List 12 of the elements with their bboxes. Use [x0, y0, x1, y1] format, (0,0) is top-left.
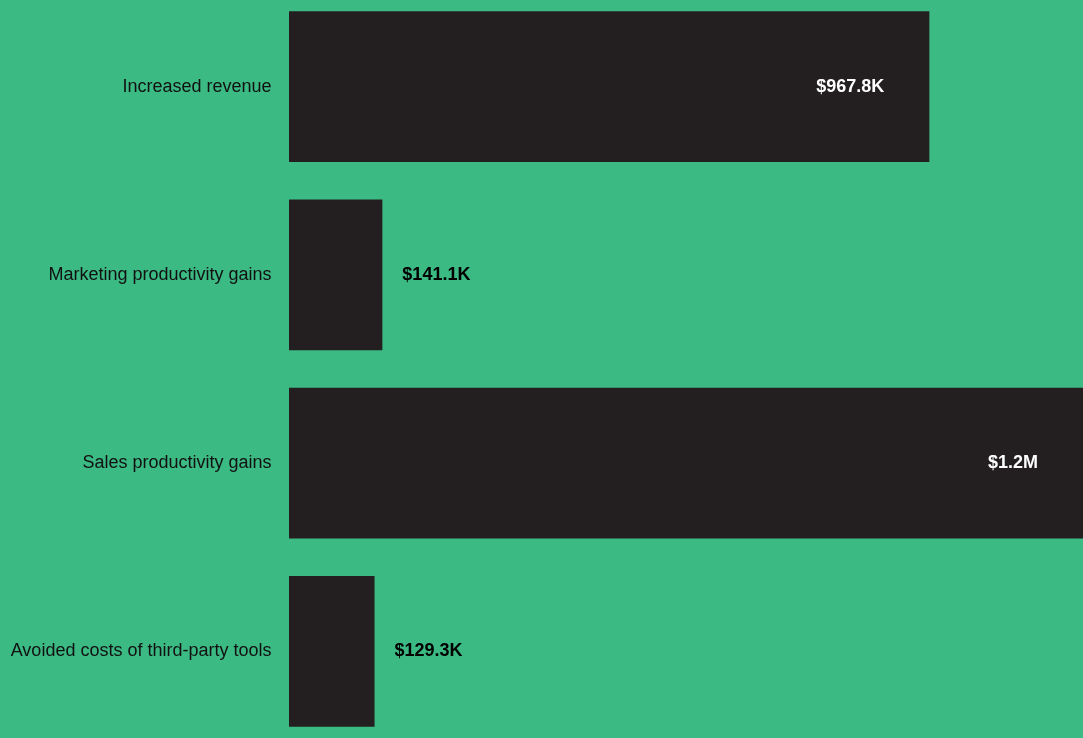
data-label: $1.2M — [987, 452, 1038, 473]
bar — [289, 199, 383, 351]
y-tick-label: Avoided costs of third-party tools — [10, 640, 272, 661]
data-label: $129.3K — [394, 640, 463, 661]
data-label: $967.8K — [816, 75, 885, 96]
bar — [289, 576, 375, 727]
data-label: $141.1K — [402, 263, 471, 284]
bar — [289, 387, 1083, 539]
y-tick-label: Marketing productivity gains — [48, 263, 272, 284]
y-tick-label: Increased revenue — [122, 75, 272, 96]
bar — [289, 11, 930, 162]
y-tick-label: Sales productivity gains — [82, 452, 272, 473]
